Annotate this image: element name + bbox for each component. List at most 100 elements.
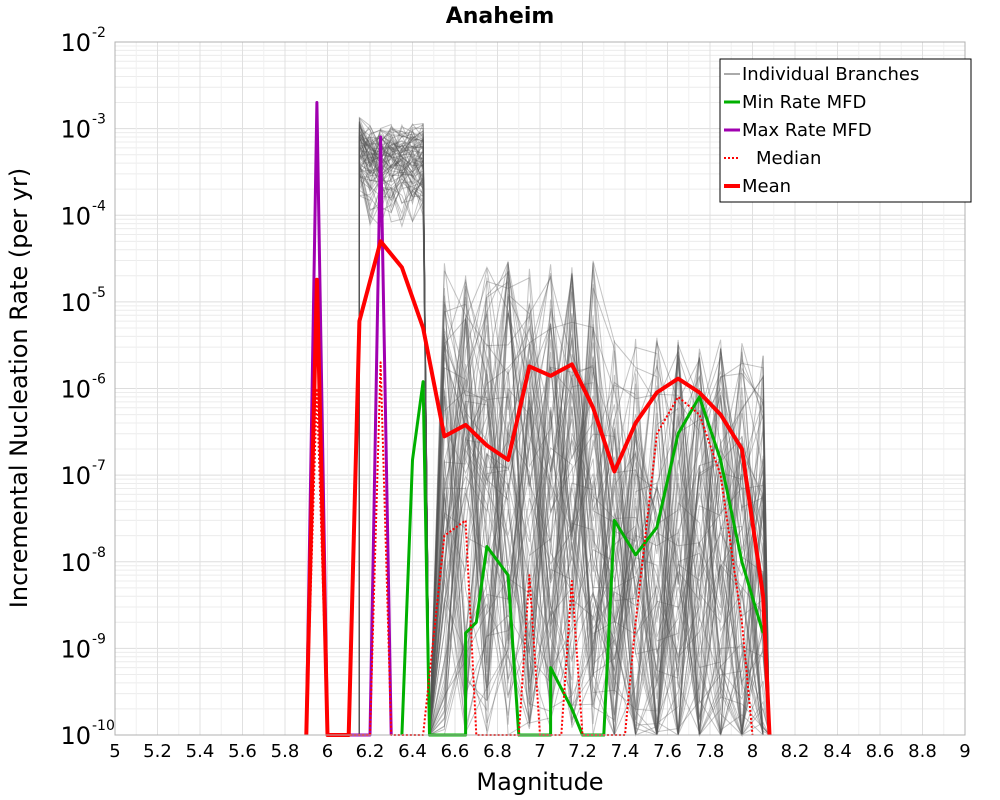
branch-line	[358, 123, 770, 737]
branch-line	[358, 165, 770, 736]
y-tick-exponent: -3	[92, 112, 106, 128]
branch-line	[358, 138, 770, 736]
branch-line	[358, 128, 770, 736]
x-tick-label: 6.4	[398, 741, 427, 762]
branch-line	[358, 152, 770, 736]
branch-line	[358, 147, 770, 736]
y-tick-label: 10 -5	[60, 285, 106, 317]
branch-line	[358, 145, 770, 736]
y-tick-exponent: -5	[92, 285, 106, 301]
branch-line	[358, 124, 770, 736]
x-tick-label: 6.6	[441, 741, 470, 762]
x-tick-label: 8.8	[908, 741, 937, 762]
branch-line	[358, 159, 770, 736]
x-tick-label: 7.6	[653, 741, 682, 762]
y-tick-exponent: -9	[92, 631, 106, 647]
branch-line	[358, 126, 770, 736]
branch-line	[358, 162, 770, 736]
y-tick-base: 10	[60, 376, 91, 404]
series-line-mean	[304, 239, 772, 737]
branch-line	[358, 136, 770, 737]
chart-title: Anaheim	[446, 4, 555, 29]
branch-line	[358, 171, 770, 736]
branch-line	[358, 160, 770, 736]
x-tick-label: 7.4	[611, 741, 640, 762]
branch-line	[358, 164, 770, 736]
branch-line	[358, 132, 770, 736]
branch-line	[358, 158, 770, 736]
branch-line	[358, 121, 770, 736]
y-tick-base: 10	[60, 462, 91, 490]
branch-line	[358, 178, 770, 737]
branch-line	[358, 127, 770, 736]
branch-line	[358, 173, 770, 736]
y-tick-label: 10 -8	[60, 545, 106, 577]
legend-label: Max Rate MFD	[742, 120, 872, 141]
y-tick-exponent: -7	[92, 458, 106, 474]
branch-line	[358, 174, 770, 736]
branch-line	[358, 136, 770, 736]
y-tick-base: 10	[60, 29, 91, 57]
branch-line	[358, 121, 770, 736]
branch-line	[358, 128, 770, 736]
x-tick-label: 8	[747, 741, 758, 762]
branch-line	[358, 133, 770, 736]
x-tick-label: 6.2	[356, 741, 385, 762]
x-tick-label: 6	[322, 741, 333, 762]
branch-line	[358, 173, 770, 736]
legend-box	[719, 58, 972, 203]
branch-line	[358, 168, 770, 736]
grid	[114, 42, 966, 736]
branch-line	[358, 128, 770, 736]
x-tick-label: 7.2	[568, 741, 597, 762]
x-tick-label: 5.2	[143, 741, 172, 762]
x-tick-label: 7.8	[696, 741, 725, 762]
branch-line	[358, 122, 770, 736]
y-tick-exponent: -8	[92, 545, 106, 561]
y-tick-exponent: -4	[92, 198, 106, 214]
plot-frame	[114, 41, 966, 736]
y-tick-base: 10	[60, 202, 91, 230]
y-tick-exponent: -6	[92, 372, 106, 388]
branch-line	[358, 123, 770, 737]
branch-line	[358, 164, 770, 737]
branch-line	[358, 142, 770, 736]
x-axis-ticks: 5 5.2 5.4 5.6 5.8 6 6.2 6.4 6.6 6.8 7 7.2 7.4 7.6 7.8 8…	[109, 741, 970, 762]
branch-line	[358, 136, 770, 736]
branch-line	[358, 116, 770, 736]
y-tick-label: 10 -10	[60, 718, 114, 750]
branch-line	[358, 132, 770, 737]
branch-line	[358, 134, 770, 736]
y-tick-label: 10 -2	[60, 25, 106, 57]
branch-line	[358, 139, 770, 736]
x-tick-label: 5	[109, 741, 120, 762]
legend-label: Median	[756, 148, 821, 169]
y-tick-exponent: -10	[92, 718, 115, 734]
y-tick-label: 10 -7	[60, 458, 106, 490]
branch-line	[358, 140, 770, 736]
branch-line	[358, 163, 770, 736]
branch-line	[358, 124, 770, 736]
branch-line	[358, 156, 770, 736]
branch-line	[358, 130, 770, 736]
branch-line	[358, 135, 770, 736]
branch-line	[358, 145, 770, 736]
branch-line	[358, 168, 770, 737]
y-tick-label: 10 -3	[60, 112, 106, 144]
branch-line	[358, 161, 770, 736]
y-tick-base: 10	[60, 289, 91, 317]
y-tick-base: 10	[60, 635, 91, 663]
individual-branches	[358, 116, 770, 737]
series-line-median	[305, 361, 754, 736]
branch-line	[358, 132, 770, 737]
legend-label: Mean	[742, 176, 791, 197]
legend-label: Individual Branches	[742, 64, 919, 85]
branch-line	[358, 136, 770, 736]
branch-line	[358, 155, 770, 736]
x-tick-label: 5.6	[228, 741, 257, 762]
branch-line	[358, 138, 770, 736]
branch-line	[358, 152, 770, 737]
branch-line	[358, 136, 770, 736]
